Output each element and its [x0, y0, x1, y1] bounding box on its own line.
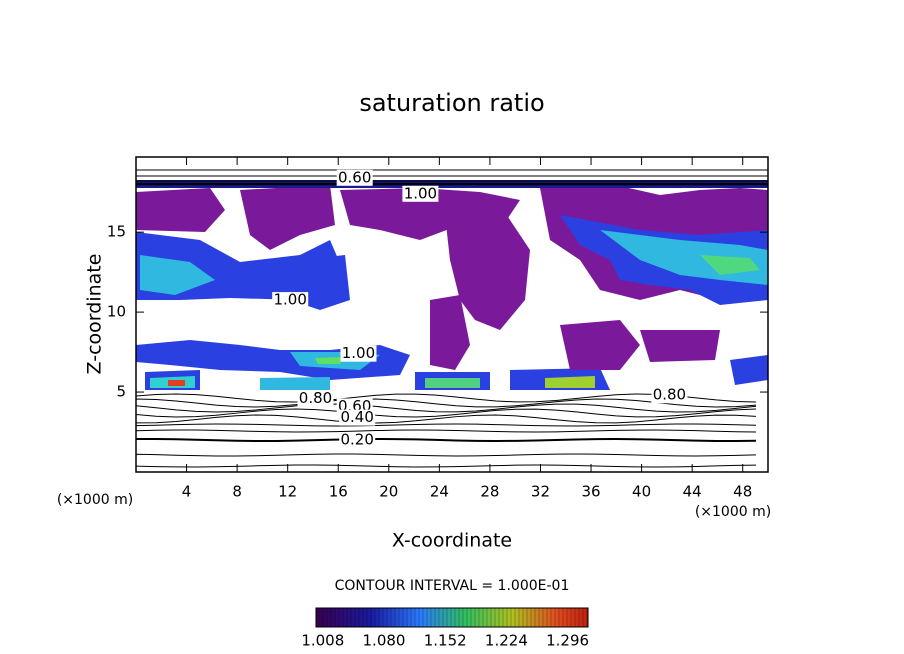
contour-line [136, 408, 757, 418]
contour-label-bg [272, 292, 309, 309]
field-patch [260, 377, 330, 390]
field-patch [640, 330, 720, 362]
contours [136, 169, 768, 468]
field-patch [340, 188, 520, 240]
contour-line [136, 398, 757, 408]
field-patch [730, 355, 768, 385]
contour-label: 0.80 [653, 386, 686, 404]
x-tick-label: 40 [632, 483, 651, 501]
x-tick-label: 16 [329, 483, 348, 501]
contour-label-bg [297, 390, 334, 407]
x-axis-label: X-coordinate [392, 530, 512, 552]
field-patch [140, 255, 215, 295]
field-patch [445, 205, 530, 330]
colorbar-tick-label: 1.296 [546, 632, 589, 650]
field-patch [240, 185, 335, 250]
colorbar-tick-label: 1.080 [363, 632, 406, 650]
contour-label-bg [339, 432, 376, 449]
y-axis-label: Z-coordinate [84, 254, 106, 375]
contour-line [136, 414, 757, 424]
x-tick-label: 48 [733, 483, 752, 501]
x-tick-label: 36 [581, 483, 600, 501]
chart-title: saturation ratio [359, 89, 544, 117]
contour-label-bg [339, 409, 376, 426]
contour-line [136, 393, 757, 403]
field-patch [700, 255, 760, 275]
y-tick-label: 10 [107, 303, 126, 321]
contour-label: 0.20 [340, 431, 373, 449]
contour-label: 0.40 [340, 408, 373, 426]
y-tick-label: 5 [116, 383, 126, 401]
contour-line [136, 438, 757, 443]
contour-interval: CONTOUR INTERVAL = 1.000E-01 [335, 578, 570, 594]
contour-label: 1.00 [404, 184, 437, 202]
contour-line [136, 453, 757, 457]
contour-label-bg [651, 387, 688, 404]
field-patch [430, 295, 470, 370]
contour-line [136, 423, 757, 427]
colorbar-tick-label: 1.152 [424, 632, 467, 650]
field-patch [168, 380, 185, 386]
contour-label: 1.00 [342, 344, 375, 362]
contour-label-bg [336, 169, 373, 186]
x-tick-label: 44 [683, 483, 702, 501]
x-tick-label: 32 [531, 483, 550, 501]
field-patch [136, 188, 225, 232]
x-tick-label: 20 [379, 483, 398, 501]
x-unit: (×1000 m) [695, 504, 771, 520]
colorbar [315, 607, 589, 628]
z-unit: (×1000 m) [57, 492, 133, 508]
y-tick-label: 15 [107, 223, 126, 241]
x-tick-label: 24 [430, 483, 449, 501]
plot-frame [135, 156, 769, 473]
contour-line [136, 403, 757, 413]
contour-label: 1.00 [274, 291, 307, 309]
colorbar-tick-label: 1.224 [485, 632, 528, 650]
contour-label: 0.60 [338, 168, 371, 186]
contour-line [136, 429, 757, 433]
contour-label: 0.80 [299, 389, 332, 407]
x-tick-label: 28 [480, 483, 499, 501]
x-tick-label: 4 [182, 483, 192, 501]
contour-label-bg [340, 345, 377, 362]
field-patch [545, 376, 595, 388]
x-tick-label: 8 [232, 483, 242, 501]
field-patch [315, 357, 345, 364]
contour-line [136, 464, 757, 468]
colorbar-tick-label: 1.008 [301, 632, 344, 650]
x-tick-label: 12 [278, 483, 297, 501]
field-patch [425, 378, 480, 388]
contour-label-bg [402, 185, 439, 202]
field-patch [560, 320, 640, 370]
